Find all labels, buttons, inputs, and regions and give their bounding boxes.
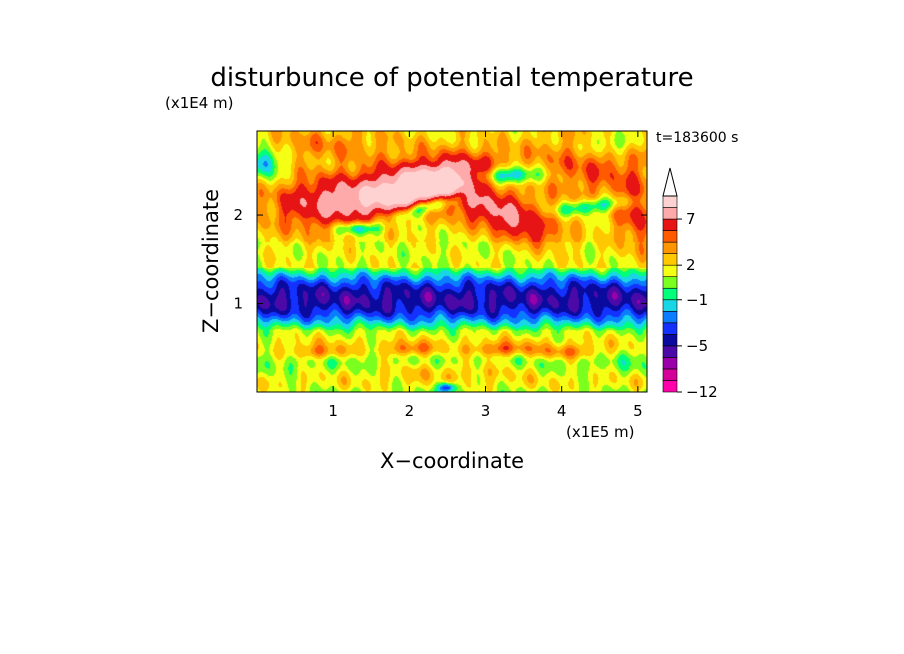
plot-frame: [256, 130, 648, 393]
colorbar-label: 7: [686, 210, 696, 228]
colorbar-swatch: [662, 218, 678, 231]
colorbar-swatch: [662, 253, 678, 266]
colorbar-swatch: [662, 195, 678, 208]
chart-title: disturbunce of potential temperature: [210, 63, 693, 93]
x-unit-label: (x1E5 m): [566, 423, 635, 441]
x-tick-label: 1: [328, 402, 338, 420]
y-tick-label: 1: [233, 295, 243, 313]
x-tick-label: 4: [557, 402, 567, 420]
x-axis-label: X−coordinate: [380, 449, 524, 473]
colorbar-swatch: [662, 345, 678, 358]
x-axis: 1 2 3 4 5: [328, 131, 643, 420]
colorbar-label: 2: [686, 256, 696, 274]
colorbar-label: −12: [686, 383, 718, 401]
colorbar-swatch: [662, 241, 678, 254]
colorbar-swatch: [662, 287, 678, 301]
x-tick-label: 5: [633, 402, 643, 420]
time-label: t=183600 s: [656, 130, 738, 146]
colorbar-label: −1: [686, 291, 708, 309]
colorbar-swatch: [662, 276, 678, 289]
colorbar-swatch: [662, 230, 678, 243]
colorbar-label: −5: [686, 337, 708, 355]
colorbar-swatch: [662, 380, 678, 393]
colorbar-swatch: [662, 368, 678, 381]
colorbar-swatch: [662, 264, 678, 278]
contour-field: [257, 131, 647, 392]
y-unit-label: (x1E4 m): [165, 94, 234, 112]
y-axis-label: Z−coordinate: [199, 189, 223, 333]
colorbar-swatch: [662, 299, 678, 312]
colorbar-swatch: [662, 310, 678, 324]
colorbar-swatch: [662, 357, 678, 370]
colorbar-extension: [662, 167, 678, 197]
y-tick-label: 2: [233, 206, 243, 224]
x-tick-label: 3: [481, 402, 491, 420]
x-tick-label: 2: [405, 402, 415, 420]
colorbar: 7 2 −1 −5 −12: [662, 167, 718, 401]
colorbar-swatch: [662, 334, 678, 347]
colorbar-swatch: [662, 322, 678, 335]
y-axis: 12: [233, 206, 647, 313]
colorbar-swatch: [662, 207, 678, 220]
